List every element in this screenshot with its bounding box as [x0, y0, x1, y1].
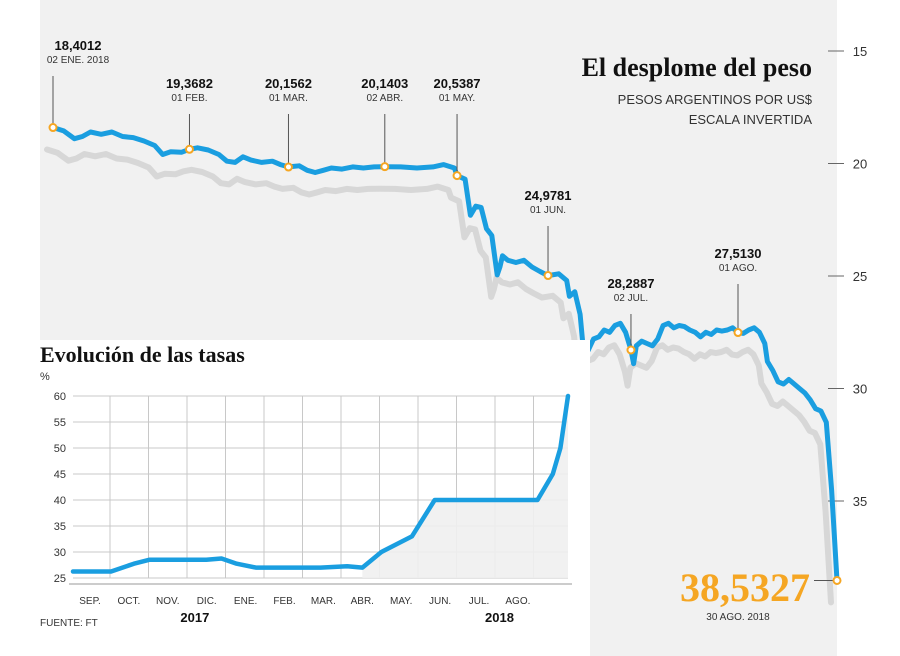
rates-y-tick-label-40: 40	[54, 495, 66, 507]
y-tick-label-15: 15	[853, 44, 867, 59]
annotation-date-6: 02 JUL.	[614, 293, 648, 304]
annotation-date-0: 02 ENE. 2018	[47, 55, 110, 66]
main-chart-title: El desplome del peso	[582, 53, 812, 82]
rates-month-label-11: AGO.	[505, 596, 530, 607]
annotation-marker-1	[184, 144, 194, 154]
rates-unit-label: %	[40, 371, 50, 383]
rates-series-line	[70, 393, 571, 574]
rates-y-tick-label-45: 45	[54, 469, 66, 481]
annotation-marker-2	[283, 162, 293, 172]
main-chart-subtitle-1: PESOS ARGENTINOS POR US$	[618, 92, 813, 107]
source-label: FUENTE: FT	[40, 618, 98, 629]
rates-y-tick-label-50: 50	[54, 443, 66, 455]
rates-month-label-8: MAY.	[390, 596, 412, 607]
peso-series-shadow	[44, 146, 834, 606]
rates-area-fill	[362, 396, 568, 578]
final-value: 38,5327	[680, 565, 810, 610]
annotation-value-2: 20,1562	[265, 76, 312, 91]
annotation-marker-6	[626, 345, 636, 355]
annotation-marker-0	[48, 123, 58, 133]
annotation-date-1: 01 FEB.	[171, 93, 207, 104]
annotation-marker-5	[543, 271, 553, 281]
annotation-marker-4	[452, 171, 462, 181]
rates-month-label-2: NOV.	[156, 596, 180, 607]
rates-month-label-6: MAR.	[311, 596, 336, 607]
rates-month-label-7: ABR.	[351, 596, 374, 607]
rates-month-label-4: ENE.	[234, 596, 257, 607]
rates-year-label-2017: 2017	[180, 610, 209, 625]
rates-chart-title: Evolución de las tasas	[40, 342, 245, 367]
rates-month-label-3: DIC.	[197, 596, 217, 607]
rates-y-tick-label-55: 55	[54, 417, 66, 429]
rates-month-label-9: JUN.	[429, 596, 451, 607]
rates-y-tick-label-30: 30	[54, 547, 66, 559]
final-marker	[832, 575, 842, 585]
peso-annotations: 18,4012 02 ENE. 2018 19,3682 01 FEB. 20,1562…	[47, 38, 842, 623]
y-tick-label-35: 35	[853, 494, 867, 509]
annotation-value-3: 20,1403	[361, 76, 408, 91]
rates-month-label-5: FEB.	[273, 596, 295, 607]
rates-y-tick-label-60: 60	[54, 391, 66, 403]
rates-chart: 25 30 35 40 45 50 55 60 SEP. OCT. NOV. DIC. ENE. FEB.…	[54, 391, 572, 625]
rates-month-label-0: SEP.	[79, 596, 101, 607]
rates-y-tick-label-25: 25	[54, 573, 66, 585]
annotation-date-4: 01 MAY.	[439, 93, 475, 104]
annotation-value-4: 20,5387	[434, 76, 481, 91]
rates-month-label-1: OCT.	[118, 596, 141, 607]
final-date: 30 AGO. 2018	[706, 612, 770, 623]
y-tick-label-20: 20	[853, 157, 867, 172]
rates-y-tick-label-35: 35	[54, 521, 66, 533]
annotation-date-2: 01 MAR.	[269, 93, 308, 104]
annotation-value-0: 18,4012	[55, 38, 102, 53]
annotation-date-3: 02 ABR.	[366, 93, 403, 104]
annotation-date-5: 01 JUN.	[530, 205, 566, 216]
annotation-marker-3	[380, 162, 390, 172]
annotation-value-1: 19,3682	[166, 76, 213, 91]
y-tick-label-30: 30	[853, 382, 867, 397]
annotation-value-7: 27,5130	[714, 246, 761, 261]
annotation-date-7: 01 AGO.	[719, 263, 757, 274]
annotation-value-6: 28,2887	[607, 276, 654, 291]
main-chart-subtitle-2: ESCALA INVERTIDA	[689, 112, 813, 127]
annotation-marker-7	[733, 328, 743, 338]
rates-year-label-2018: 2018	[485, 610, 514, 625]
rates-month-label-10: JUL.	[469, 596, 490, 607]
annotation-value-5: 24,9781	[525, 188, 572, 203]
y-tick-label-25: 25	[853, 269, 867, 284]
